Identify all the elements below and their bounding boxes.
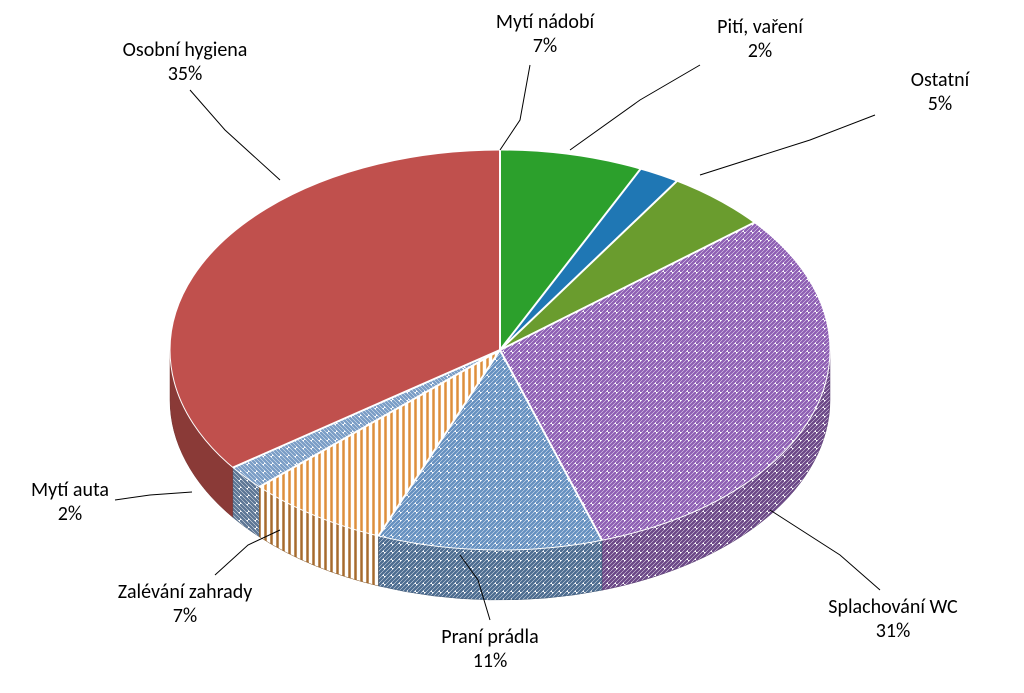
leader-line-7 — [190, 90, 280, 180]
pie-chart-3d: Mytí nádobí7%Pití, vaření2%Ostatní5%Spla… — [0, 0, 1024, 693]
slice-label-pct: 2% — [695, 39, 825, 63]
slice-label-0: Mytí nádobí7% — [465, 10, 625, 58]
slice-label-2: Ostatní5% — [880, 68, 1000, 116]
leader-line-2 — [700, 115, 875, 175]
slice-label-name: Splachování WC — [778, 595, 1008, 619]
slice-label-pct: 35% — [75, 62, 295, 86]
slice-label-name: Ostatní — [880, 68, 1000, 92]
slice-label-7: Osobní hygiena35% — [75, 38, 295, 86]
slice-label-3: Splachování WC31% — [778, 595, 1008, 643]
slice-label-pct: 7% — [465, 34, 625, 58]
slice-label-1: Pití, vaření2% — [695, 15, 825, 63]
slice-label-pct: 7% — [70, 604, 300, 628]
slice-label-name: Mytí nádobí — [465, 10, 625, 34]
leader-line-3 — [770, 510, 880, 590]
slice-label-name: Osobní hygiena — [75, 38, 295, 62]
slice-label-pct: 31% — [778, 619, 1008, 643]
slice-label-pct: 2% — [0, 502, 140, 526]
leader-line-0 — [500, 65, 530, 150]
slice-label-4: Praní prádla11% — [400, 625, 580, 673]
slice-label-name: Zalévání zahrady — [70, 580, 300, 604]
slice-label-name: Pití, vaření — [695, 15, 825, 39]
slice-label-6: Mytí auta2% — [0, 478, 140, 526]
slice-label-name: Praní prádla — [400, 625, 580, 649]
slice-label-pct: 5% — [880, 92, 1000, 116]
slice-label-name: Mytí auta — [0, 478, 140, 502]
leader-line-1 — [570, 65, 700, 150]
slice-label-5: Zalévání zahrady7% — [70, 580, 300, 628]
slice-label-pct: 11% — [400, 649, 580, 673]
